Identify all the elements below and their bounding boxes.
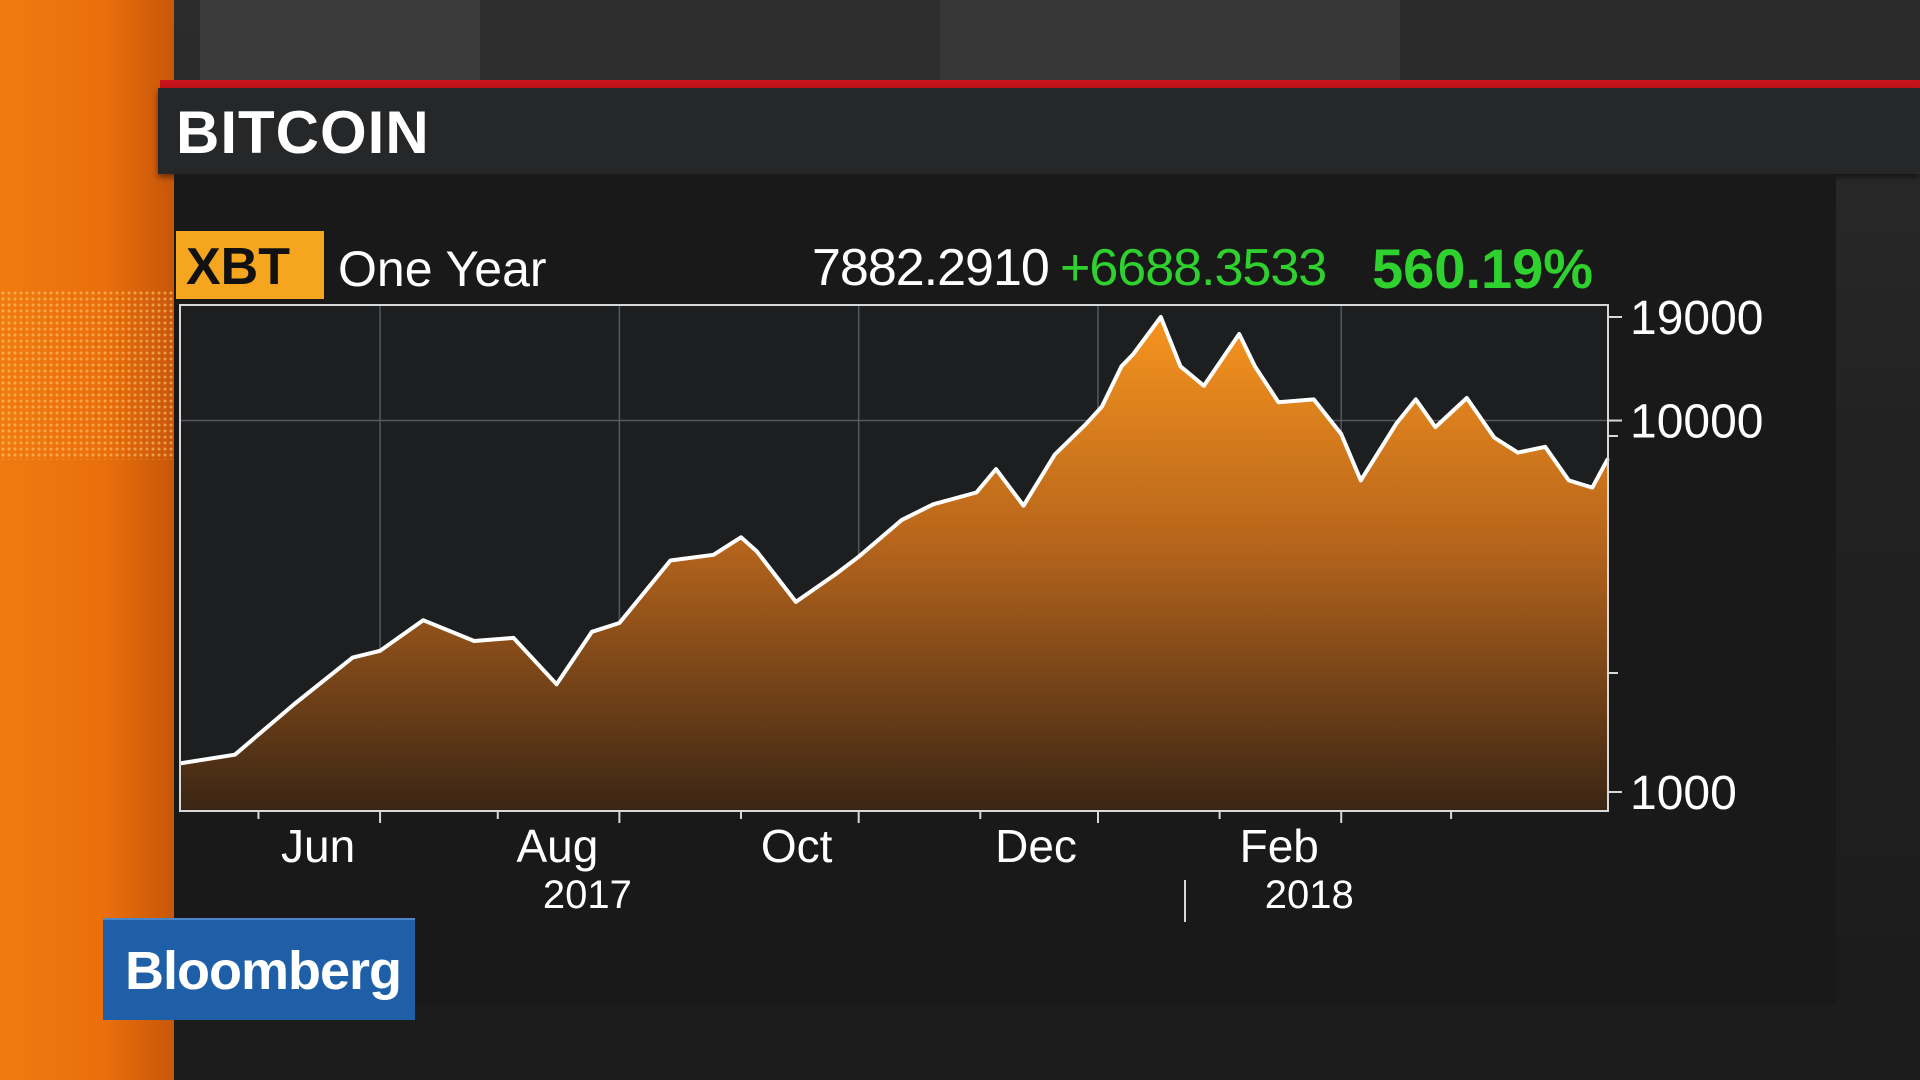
brand-name: Bloomberg	[125, 941, 402, 1001]
percent-change: 560.19%	[1372, 237, 1594, 300]
x-tick-label: Aug	[516, 820, 598, 872]
ticker-badge: XBT	[176, 231, 324, 299]
orange-side-strip	[0, 0, 174, 1080]
ticker-label: XBT	[186, 238, 290, 296]
y-tick-label: 19000	[1630, 292, 1763, 345]
plot-border	[179, 304, 1609, 812]
x-tick-label: Oct	[761, 820, 833, 872]
price-area	[180, 317, 1608, 811]
header-bar: BITCOIN	[158, 88, 1920, 174]
header-rule	[160, 80, 1920, 88]
net-change: +6688.3533	[1060, 239, 1327, 297]
price-line	[179, 315, 1610, 766]
background-tile	[200, 0, 480, 80]
page-title: BITCOIN	[176, 99, 430, 166]
year-label: 2018	[1265, 873, 1354, 917]
x-tick-label: Jun	[281, 820, 355, 872]
period-label: One Year	[338, 241, 547, 297]
last-price: 7882.2910	[812, 239, 1050, 297]
year-label: 2017	[543, 873, 632, 917]
x-tick-label: Dec	[995, 820, 1077, 872]
y-tick-label: 10000	[1630, 396, 1763, 449]
background-tile	[1400, 0, 1920, 80]
background-tile	[480, 0, 940, 80]
y-tick-label: 1000	[1630, 767, 1737, 820]
background-tile	[940, 0, 1400, 80]
x-tick-label: Feb	[1240, 820, 1319, 872]
bloomberg-logo: Bloomberg	[103, 918, 415, 1020]
orange-dot-pattern	[0, 290, 174, 460]
